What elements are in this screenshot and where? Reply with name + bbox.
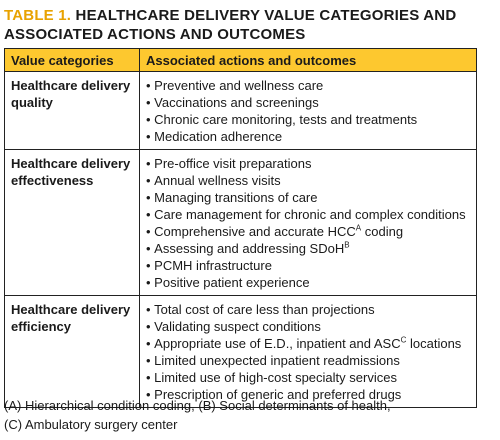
list-item: Comprehensive and accurate HCCA coding bbox=[146, 223, 470, 240]
header-cell: Associated actions and outcomes bbox=[139, 48, 477, 72]
item-text: Pre-office visit preparations bbox=[154, 156, 312, 171]
item-text: Assessing and addressing SDoH bbox=[154, 241, 345, 256]
item-text: Positive patient experience bbox=[154, 275, 310, 290]
row: Healthcare delivery effectivenessPre-off… bbox=[4, 149, 477, 296]
row: Healthcare delivery qualityPreventive an… bbox=[4, 71, 477, 150]
item-superscript: C bbox=[400, 335, 407, 345]
table: Value categories Associated actions and o… bbox=[4, 48, 477, 408]
list-item: Validating suspect conditions bbox=[146, 318, 470, 335]
footnote: (A) Hierarchical condition coding, (B) S… bbox=[4, 396, 391, 434]
item-text: Vaccinations and screenings bbox=[154, 95, 319, 110]
item-text: Comprehensive and accurate HCC bbox=[154, 224, 356, 239]
list-item: Care management for chronic and complex … bbox=[146, 206, 470, 223]
title-text: HEALTHCARE DELIVERY VALUE CATEGORIES AND… bbox=[4, 7, 457, 43]
list-item: Pre-office visit preparations bbox=[146, 155, 470, 172]
list-item: Annual wellness visits bbox=[146, 172, 470, 189]
item-text: Care management for chronic and complex … bbox=[154, 207, 466, 222]
category-cell: Healthcare delivery efficiency bbox=[4, 295, 140, 408]
footnote-line: (A) Hierarchical condition coding, (B) S… bbox=[4, 398, 391, 413]
item-text: Preventive and wellness care bbox=[154, 78, 324, 93]
list-item: Medication adherence bbox=[146, 128, 470, 145]
list-item: Limited unexpected inpatient readmission… bbox=[146, 352, 470, 369]
item-text: Prescription of generic and preferred dr… bbox=[154, 387, 402, 402]
header-row: Value categories Associated actions and o… bbox=[4, 48, 477, 72]
item-text: Annual wellness visits bbox=[154, 173, 281, 188]
list-item: Limited use of high-cost specialty servi… bbox=[146, 369, 470, 386]
item-text: Limited use of high-cost specialty servi… bbox=[154, 370, 397, 385]
category-cell: Healthcare delivery effectiveness bbox=[4, 149, 140, 296]
item-text: Managing transitions of care bbox=[154, 190, 318, 205]
item-superscript: B bbox=[344, 240, 350, 250]
items-cell: Pre-office visit preparations Annual well… bbox=[139, 149, 477, 296]
list-item: PCMH infrastructure bbox=[146, 257, 470, 274]
list-item: Positive patient experience bbox=[146, 274, 470, 291]
title: TABLE 1. HEALTHCARE DELIVERY VALUE CATEG… bbox=[4, 6, 484, 44]
table-label: TABLE 1. bbox=[4, 7, 72, 24]
items-cell: Preventive and wellness care Vaccinations… bbox=[139, 71, 477, 150]
header-cell: Value categories bbox=[4, 48, 140, 72]
row: Healthcare delivery efficiencyTotal cost… bbox=[4, 295, 477, 408]
item-text-after: coding bbox=[361, 224, 404, 239]
item-text: Validating suspect conditions bbox=[154, 319, 321, 334]
item-text: Medication adherence bbox=[154, 129, 283, 144]
list-item: Preventive and wellness care bbox=[146, 77, 470, 94]
list-item: Chronic care monitoring, tests and treat… bbox=[146, 111, 470, 128]
item-text: Total cost of care less than projections bbox=[154, 302, 375, 317]
items-cell: Total cost of care less than projections… bbox=[139, 295, 477, 408]
item-text: Limited unexpected inpatient readmission… bbox=[154, 353, 400, 368]
item-text-after: locations bbox=[406, 336, 462, 351]
list-item: Total cost of care less than projections bbox=[146, 301, 470, 318]
list-item: Managing transitions of care bbox=[146, 189, 470, 206]
list-item: Prescription of generic and preferred dr… bbox=[146, 386, 470, 403]
list-item: Vaccinations and screenings bbox=[146, 94, 470, 111]
item-text: PCMH infrastructure bbox=[154, 258, 272, 273]
list-item: Assessing and addressing SDoHB bbox=[146, 240, 470, 257]
list-item: Appropriate use of E.D., inpatient and A… bbox=[146, 335, 470, 352]
category-cell: Healthcare delivery quality bbox=[4, 71, 140, 150]
item-superscript: A bbox=[355, 223, 362, 233]
item-text: Chronic care monitoring, tests and treat… bbox=[154, 112, 418, 127]
item-text: Appropriate use of E.D., inpatient and A… bbox=[154, 336, 401, 351]
footnote-line: (C) Ambulatory surgery center bbox=[4, 417, 178, 432]
